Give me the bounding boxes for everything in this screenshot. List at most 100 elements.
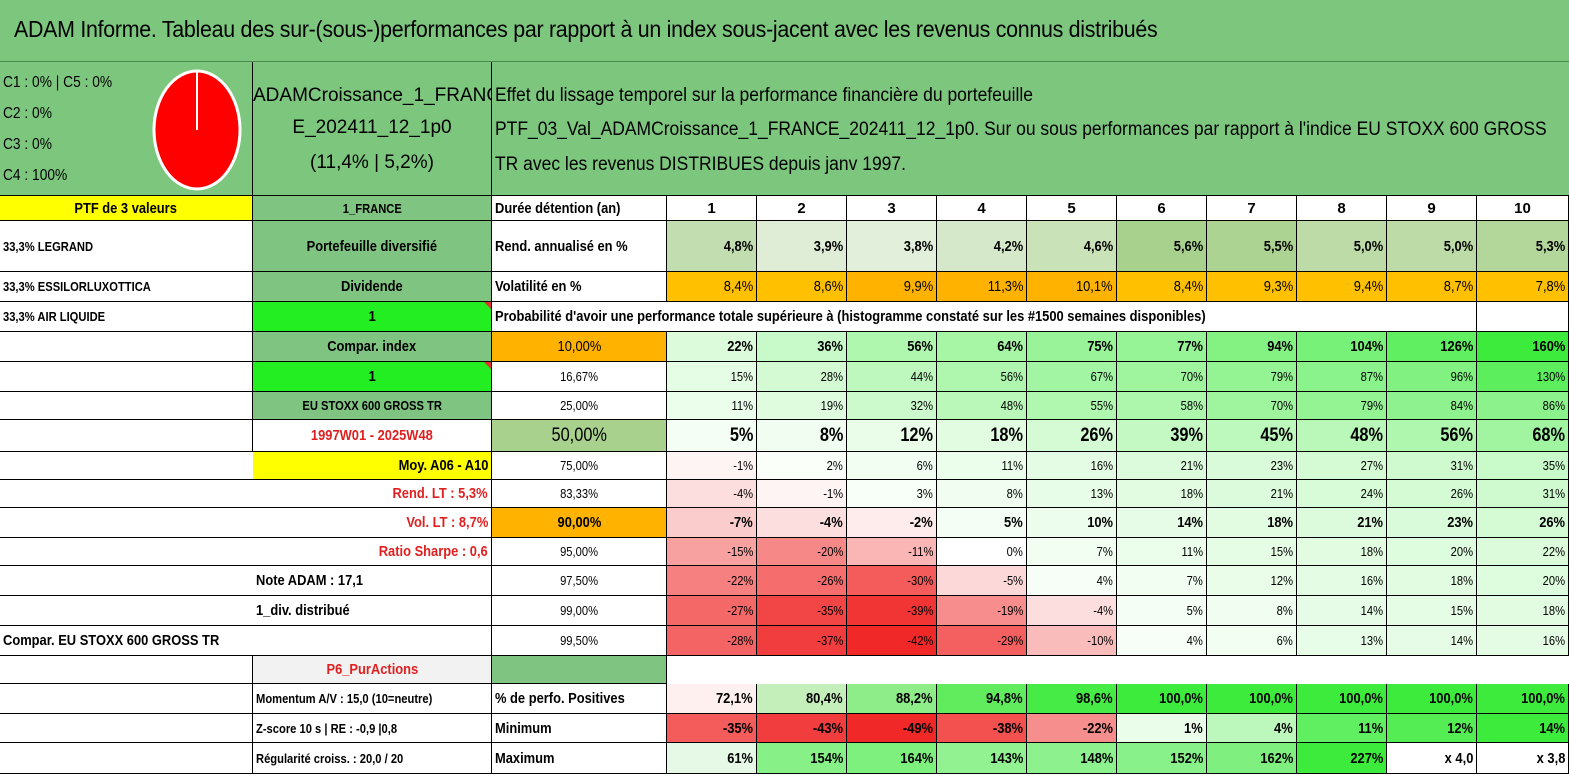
left-info-cell: Moy. A06 - A10 [0,452,492,480]
probability-label-text: Probabilité d'avoir une performance tota… [495,308,1206,325]
mid-info-cell-text: EU STOXX 600 GROSS TR [302,398,442,413]
min-value-text: -22% [1082,719,1113,737]
percentile-value-text: 3% [916,486,933,501]
percentile-value-text: 8% [819,425,843,446]
description-line: PTF_03_Val_ADAMCroissance_1_FRANCE_20241… [495,119,1547,140]
spacer-green-cell [492,656,667,684]
percentile-value-text: 75% [1087,338,1113,355]
min-value: -43% [757,714,847,743]
percentile-value-text: 31% [1542,486,1565,501]
pie-legend-label: C1 : 0% | C5 : 0% [3,74,113,91]
pie-legend-label: C2 : 0% [3,105,52,122]
vol-value-text: 9,9% [903,278,933,295]
min-label: Minimum [492,714,667,743]
percentile-label-text: 75,00% [560,458,598,473]
percentile-value: 45% [1207,420,1297,452]
percentile-value-text: 23% [1270,458,1293,473]
probability-label: Probabilité d'avoir une performance tota… [492,302,1477,332]
percentile-value: -28% [667,626,757,656]
max-value-text: 148% [1079,749,1113,767]
percentile-value-text: 86% [1542,398,1565,413]
vol-value-text: 11,3% [987,278,1023,295]
percentile-value-text: -15% [726,544,753,559]
percentile-value: 21% [1207,480,1297,508]
left-info-cell: 1_div. distribué [0,596,492,626]
percentile-value-text: 16% [1542,633,1565,648]
percentile-value-text: 10% [1087,514,1113,531]
report-title: ADAM Informe. Tableau des sur-(sous-)per… [14,16,1158,42]
percentile-value-text: 48% [1000,398,1023,413]
percentile-value-text: -1% [823,486,843,501]
percentile-value-text: 8% [1276,603,1293,618]
mid-info-cell: 1 [253,362,492,392]
percentile-value: 31% [1477,480,1569,508]
max-value-text: 61% [727,749,753,767]
pos-value-text: 100,0% [1159,690,1203,707]
percentile-value: 6% [1207,626,1297,656]
empty-cell [1477,302,1569,332]
percentile-value: 56% [1387,420,1477,452]
percentile-value-text: 5% [1004,514,1023,531]
percentile-value: -4% [757,508,847,538]
rend-value-text: 5,0% [1443,237,1473,255]
vol-value: 8,4% [1117,272,1207,302]
percentile-label-text: 97,50% [560,573,598,588]
percentile-value: -27% [667,596,757,626]
percentile-label: 83,33% [492,480,667,508]
percentile-value-text: 67% [1090,369,1113,384]
percentile-value-text: 39% [1170,425,1203,446]
min-value: -49% [847,714,937,743]
left-info-cell-text: Note ADAM : 17,1 [256,572,364,589]
min-value: -22% [1027,714,1117,743]
percentile-value-text: 6% [1276,633,1293,648]
rend-value-text: 4,6% [1083,237,1113,255]
percentile-label-text: 90,00% [557,514,601,531]
percentile-value-text: 56% [907,338,933,355]
percentile-value: 5% [937,508,1027,538]
percentile-value: -2% [847,508,937,538]
mid-info-cell: Régularité croiss. : 20,0 / 20 [253,743,492,774]
percentile-value: 3% [847,480,937,508]
left-info-cell-text: Rend. LT : 5,3% [392,485,488,502]
allocation-pie-chart [152,69,242,191]
percentile-label-text: 25,00% [560,398,598,413]
left-info-cell-text: Vol. LT : 8,7% [406,514,488,531]
rend-label-text: Rend. annualisé en % [495,237,628,255]
percentile-value-text: -19% [996,603,1023,618]
percentile-value-text: 13% [1090,486,1113,501]
pos-value-text: 100,0% [1339,690,1383,707]
percentile-value: 56% [937,362,1027,392]
percentile-value-text: 11% [1181,544,1203,559]
percentile-value: -4% [1027,596,1117,626]
percentile-value: -4% [667,480,757,508]
percentile-value: 126% [1387,332,1477,362]
mid-info-cell-text: Momentum A/V : 15,0 (10=neutre) [256,691,433,706]
min-value: 14% [1477,714,1569,743]
percentile-value-text: 18% [1267,514,1293,531]
percentile-value: 23% [1207,452,1297,480]
percentile-value: -22% [667,566,757,596]
percentile-value: 2% [757,452,847,480]
rend-value: 3,9% [757,221,847,272]
max-value-text: 164% [899,749,933,767]
percentile-value-text: 87% [1360,369,1383,384]
max-value-text: 143% [989,749,1023,767]
percentile-value: 5% [667,420,757,452]
rend-value: 5,0% [1297,221,1387,272]
min-value-text: -49% [902,719,933,737]
percentile-value: 7% [1117,566,1207,596]
left-info-cell: 33,3% ESSILORLUXOTTICA [0,272,253,302]
year-header-text: 3 [887,199,896,217]
percentile-value-text: -20% [816,544,843,559]
left-info-cell: 33,3% LEGRAND [0,221,253,272]
mid-info-cell-text: Portefeuille diversifié [306,237,438,255]
percentile-value: 13% [1027,480,1117,508]
year-header: 7 [1207,196,1297,221]
vol-value: 9,9% [847,272,937,302]
percentile-value-text: 56% [1440,425,1473,446]
percentile-label-text: 99,00% [560,603,598,618]
percentile-value: 6% [847,452,937,480]
left-info-cell-text: 33,3% LEGRAND [3,238,94,254]
percentile-value: 87% [1297,362,1387,392]
portfolio-name-line: ADAMCroissance_1_FRANC [253,85,492,106]
